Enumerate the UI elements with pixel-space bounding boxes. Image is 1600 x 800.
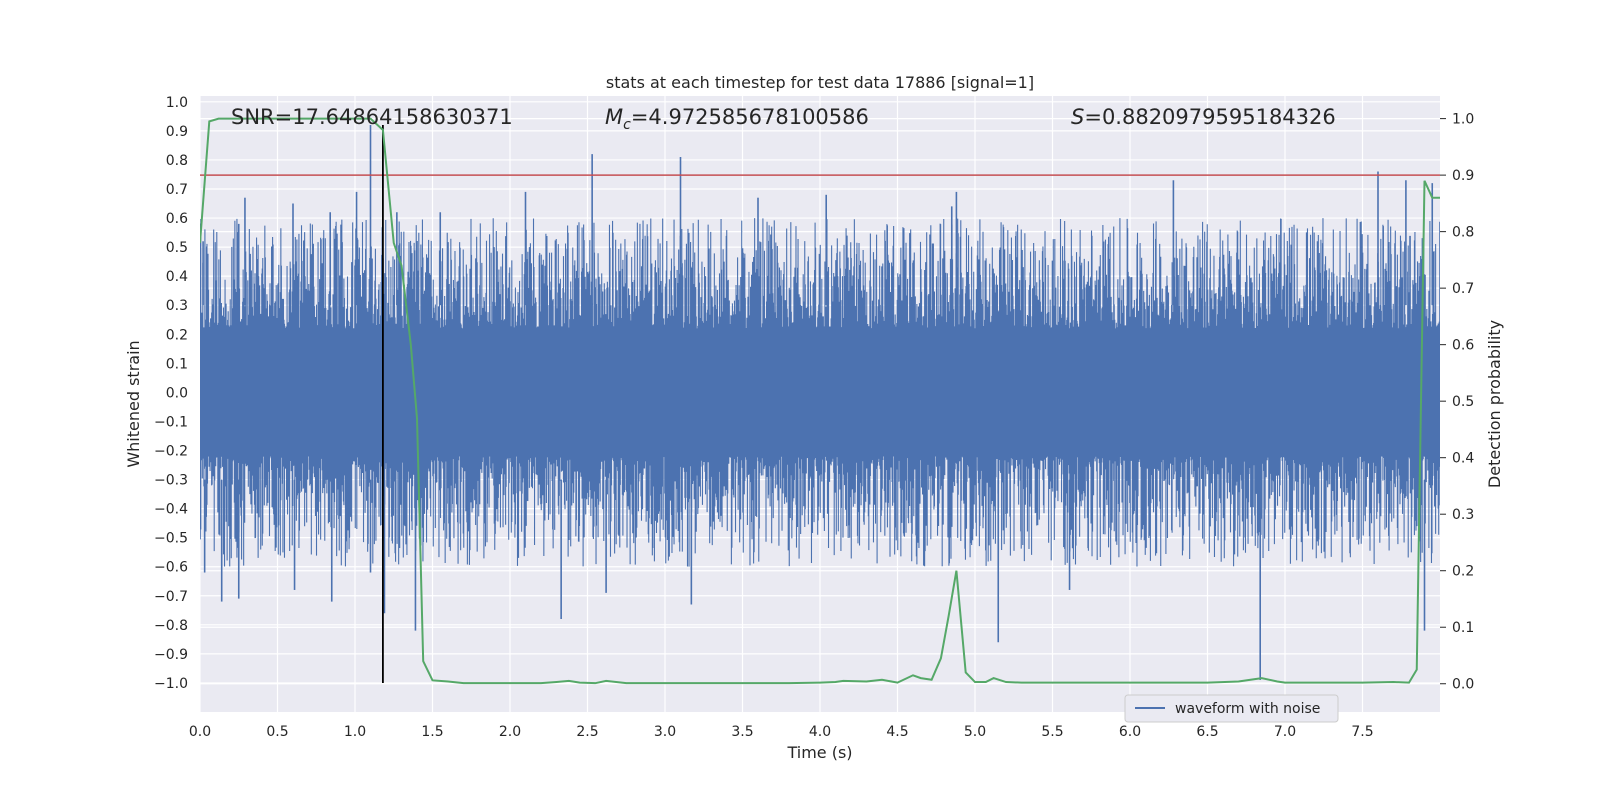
x-tick-label: 3.0 — [654, 724, 676, 740]
x-tick-label: 0.0 — [189, 724, 211, 740]
y-tick-label: −0.7 — [154, 589, 188, 605]
y2-tick-label: 0.5 — [1452, 394, 1474, 410]
y2-tick-label: 0.3 — [1452, 507, 1474, 523]
x-tick-label: 0.5 — [266, 724, 288, 740]
y2-tick-label: 0.2 — [1452, 564, 1474, 580]
x-tick-label: 7.5 — [1351, 724, 1373, 740]
y2-tick-labels: 1.0 0.9 0.8 0.7 0.6 0.5 0.4 0.3 0.2 0.1 0.0 — [1440, 112, 1474, 693]
x-tick-labels: 0.0 0.5 1.0 1.5 2.0 2.5 3.0 3.5 4.0 4.5 5.0 5.5 6.0 6… — [189, 724, 1374, 740]
waveform-noise-strokes — [200, 218, 1440, 567]
y-tick-label: 0.3 — [166, 298, 188, 314]
y-tick-label: −0.5 — [154, 531, 188, 547]
y-tick-label: −0.6 — [154, 560, 188, 576]
x-tick-label: 6.5 — [1196, 724, 1218, 740]
x-tick-label: 1.0 — [344, 724, 366, 740]
y-tick-label: −0.9 — [154, 647, 188, 663]
waveform-series — [200, 125, 1440, 681]
x-tick-label: 4.0 — [809, 724, 831, 740]
chirp-mass-value: =4.972585678100586 — [631, 105, 869, 129]
y-tick-labels: 1.0 0.9 0.8 0.7 0.6 0.5 0.4 0.3 0.2 0.1 0.0 −0.1 −0.… — [154, 95, 188, 692]
y-tick-label: 1.0 — [166, 95, 188, 111]
y2-tick-label: 0.1 — [1452, 620, 1474, 636]
y2-tick-label: 0.9 — [1452, 168, 1474, 184]
y-tick-label: −1.0 — [154, 676, 188, 692]
x-tick-label: 1.5 — [421, 724, 443, 740]
snr-annotation: SNR=17.64864158630371 — [231, 105, 513, 129]
x-axis-label: Time (s) — [786, 743, 852, 762]
s-value: =0.8820979595184326 — [1084, 105, 1335, 129]
y-tick-label: −0.2 — [154, 443, 188, 459]
y-tick-label: 0.0 — [166, 385, 188, 401]
y-tick-label: 0.4 — [166, 269, 188, 285]
y-tick-label: 0.5 — [166, 240, 188, 256]
x-tick-label: 5.0 — [964, 724, 986, 740]
y-tick-label: −0.4 — [154, 502, 188, 518]
y2-tick-label: 0.4 — [1452, 451, 1474, 467]
x-tick-label: 7.0 — [1274, 724, 1296, 740]
legend-box — [1124, 694, 1339, 723]
x-tick-label: 5.5 — [1041, 724, 1063, 740]
x-tick-label: 3.5 — [731, 724, 753, 740]
x-tick-label: 2.5 — [576, 724, 598, 740]
chart-title: stats at each timestep for test data 178… — [606, 73, 1034, 92]
detection-probability-line — [200, 117, 1440, 685]
y2-tick-label: 0.7 — [1452, 281, 1474, 297]
x-tick-label: 2.0 — [499, 724, 521, 740]
y-tick-label: −0.8 — [154, 618, 188, 634]
y-tick-label: 0.1 — [166, 356, 188, 372]
chirp-mass-symbol: M — [605, 105, 623, 129]
y-tick-label: 0.6 — [166, 211, 188, 227]
y-tick-label: 0.8 — [166, 153, 188, 169]
chirp-mass-annotation: Mc=4.972585678100586 — [605, 105, 869, 133]
y-tick-label: −0.3 — [154, 473, 188, 489]
x-tick-label: 4.5 — [886, 724, 908, 740]
s-symbol: S — [1071, 105, 1084, 129]
y-tick-label: 0.2 — [166, 327, 188, 343]
y-tick-label: −0.1 — [154, 414, 188, 430]
y2-tick-label: 0.6 — [1452, 338, 1474, 354]
legend-label: waveform with noise — [1175, 701, 1320, 717]
x-tick-label: 6.0 — [1119, 724, 1141, 740]
legend: waveform with noise — [1124, 694, 1339, 723]
y2-tick-label: 1.0 — [1452, 112, 1474, 128]
y2-tick-label: 0.0 — [1452, 677, 1474, 693]
y-tick-label: 0.7 — [166, 182, 188, 198]
y-axis-label: Whitened strain — [124, 340, 143, 467]
y2-tick-label: 0.8 — [1452, 225, 1474, 241]
chirp-mass-subscript: c — [623, 117, 631, 133]
s-annotation: S=0.8820979595184326 — [1071, 105, 1336, 129]
y-tick-label: 0.9 — [166, 124, 188, 140]
y2-axis-label: Detection probability — [1485, 320, 1504, 488]
